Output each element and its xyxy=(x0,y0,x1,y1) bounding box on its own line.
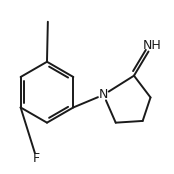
Text: NH: NH xyxy=(143,39,162,52)
Text: F: F xyxy=(33,152,40,165)
Text: N: N xyxy=(99,88,108,101)
